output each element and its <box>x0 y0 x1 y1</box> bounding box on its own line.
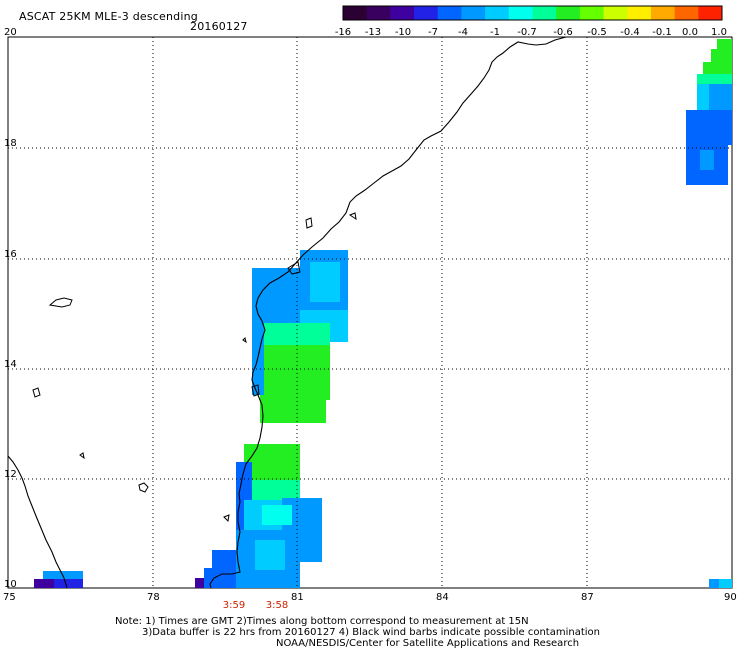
colorbar-segment <box>650 6 676 20</box>
x-tick-label: 75 <box>3 592 16 603</box>
pass-time-label: 3:59 <box>222 600 246 611</box>
colorbar-segment <box>556 6 581 20</box>
colorbar-label: -0.6 <box>553 27 573 38</box>
plot-frame <box>7 36 733 589</box>
pass-time-label: 3:58 <box>265 600 289 611</box>
colorbar-frame <box>342 5 723 21</box>
product-title: ASCAT 25KM MLE-3 descending <box>19 10 198 23</box>
colorbar-segment <box>414 6 439 20</box>
colorbar-label: -0.1 <box>652 27 672 38</box>
y-tick-label: 14 <box>4 359 17 370</box>
colorbar-segment <box>485 6 510 20</box>
colorbar <box>343 6 723 20</box>
colorbar-segment <box>627 6 652 20</box>
colorbar-segment <box>437 6 462 20</box>
x-tick-label: 78 <box>147 592 160 603</box>
coastline-west <box>7 455 68 589</box>
colorbar-label: -10 <box>394 27 412 38</box>
y-tick-label: 18 <box>4 138 17 149</box>
swath-east-edge <box>686 39 732 588</box>
y-tick-label: 16 <box>4 249 17 260</box>
colorbar-segment <box>674 6 699 20</box>
grid-lines <box>8 37 732 588</box>
y-tick-label: 20 <box>4 27 17 38</box>
colorbar-label: -16 <box>334 27 352 38</box>
coastline <box>209 36 567 589</box>
colorbar-label: -0.5 <box>587 27 607 38</box>
colorbar-segment <box>366 6 391 20</box>
colorbar-segment <box>390 6 415 20</box>
colorbar-label: -13 <box>364 27 382 38</box>
x-tick-label: 87 <box>581 592 594 603</box>
note-line-2: 3)Data buffer is 22 hrs from 20160127 4)… <box>142 627 600 638</box>
swath-west-coast <box>34 250 348 588</box>
colorbar-segment <box>508 6 533 20</box>
colorbar-label: -4 <box>458 27 468 38</box>
islands <box>32 212 357 523</box>
colorbar-label: 1.0 <box>711 27 727 38</box>
colorbar-label: -1 <box>490 27 500 38</box>
colorbar-segment <box>579 6 605 20</box>
note-line-1: Note: 1) Times are GMT 2)Times along bot… <box>115 616 529 627</box>
product-date: 20160127 <box>190 20 248 33</box>
colorbar-segment <box>461 6 486 20</box>
x-tick-label: 81 <box>291 592 304 603</box>
colorbar-label: -0.4 <box>620 27 640 38</box>
colorbar-label: -7 <box>428 27 438 38</box>
colorbar-segment <box>532 6 557 20</box>
note-line-3: NOAA/NESDIS/Center for Satellite Applica… <box>276 638 580 649</box>
colorbar-segment <box>343 6 368 20</box>
x-tick-label: 90 <box>724 592 737 603</box>
y-tick-label: 10 <box>4 579 17 590</box>
x-tick-label: 84 <box>436 592 449 603</box>
colorbar-segment <box>603 6 628 20</box>
colorbar-label: 0.0 <box>682 27 698 38</box>
y-tick-label: 12 <box>4 469 17 480</box>
colorbar-label: -0.7 <box>517 27 537 38</box>
colorbar-segment <box>698 6 723 20</box>
